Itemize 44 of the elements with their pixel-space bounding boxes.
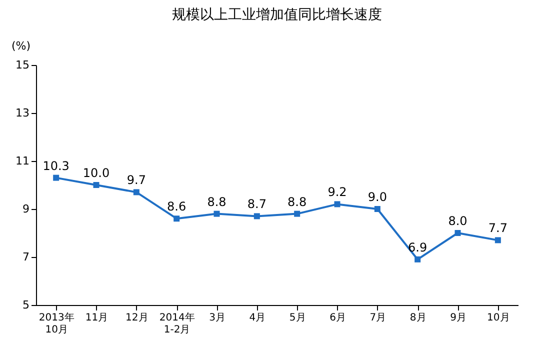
point bbox=[254, 213, 260, 220]
y-axis-title: (%) bbox=[11, 40, 30, 52]
data-label: 9.7 bbox=[126, 173, 146, 188]
data-label: 9.0 bbox=[368, 190, 387, 204]
x-tick-label: 3月 bbox=[209, 312, 226, 324]
point bbox=[454, 230, 461, 236]
x-tick-label: 2014年 1-2月 bbox=[159, 312, 195, 336]
y-tick-label: 5 bbox=[22, 298, 30, 312]
point bbox=[214, 210, 220, 217]
x-tick-label: 8月 bbox=[410, 312, 426, 324]
data-label: 10.0 bbox=[82, 166, 110, 180]
data-label: 8.6 bbox=[167, 200, 186, 214]
y-tick-label: 7 bbox=[22, 250, 30, 264]
point bbox=[294, 210, 300, 217]
y-tick-label: 13 bbox=[16, 106, 30, 120]
data-label: 8.8 bbox=[207, 194, 226, 209]
data-label: 9.2 bbox=[328, 185, 347, 200]
chart-title: 规模以上工业增加值同比增长速度 bbox=[172, 7, 382, 23]
point bbox=[53, 174, 60, 181]
x-tick-label: 5月 bbox=[289, 312, 306, 324]
data-label: 7.7 bbox=[488, 221, 508, 236]
x-tick-label: 11月 bbox=[85, 312, 108, 324]
point bbox=[174, 216, 180, 222]
data-label: 8.0 bbox=[448, 214, 468, 228]
data-label: 10.3 bbox=[42, 158, 70, 173]
x-tick-label: 2013年 10月 bbox=[38, 312, 74, 336]
point bbox=[494, 237, 501, 244]
x-tick-label: 4月 bbox=[249, 312, 266, 324]
x-tick-label: 6月 bbox=[330, 312, 346, 324]
data-label: 8.7 bbox=[247, 197, 266, 212]
point bbox=[93, 182, 100, 188]
data-label: 8.8 bbox=[288, 194, 307, 209]
y-tick-label: 11 bbox=[16, 154, 30, 168]
y-tick-label: 15 bbox=[16, 58, 30, 72]
point bbox=[133, 189, 140, 196]
y-tick-label: 9 bbox=[22, 202, 30, 216]
point bbox=[334, 201, 340, 208]
x-tick-label: 9月 bbox=[450, 312, 466, 324]
point bbox=[414, 256, 421, 262]
x-tick-label: 7月 bbox=[370, 312, 386, 324]
x-tick-label: 12月 bbox=[126, 312, 148, 324]
data-label: 6.9 bbox=[408, 240, 428, 254]
x-tick-label: 10月 bbox=[487, 312, 510, 324]
point bbox=[374, 206, 380, 212]
